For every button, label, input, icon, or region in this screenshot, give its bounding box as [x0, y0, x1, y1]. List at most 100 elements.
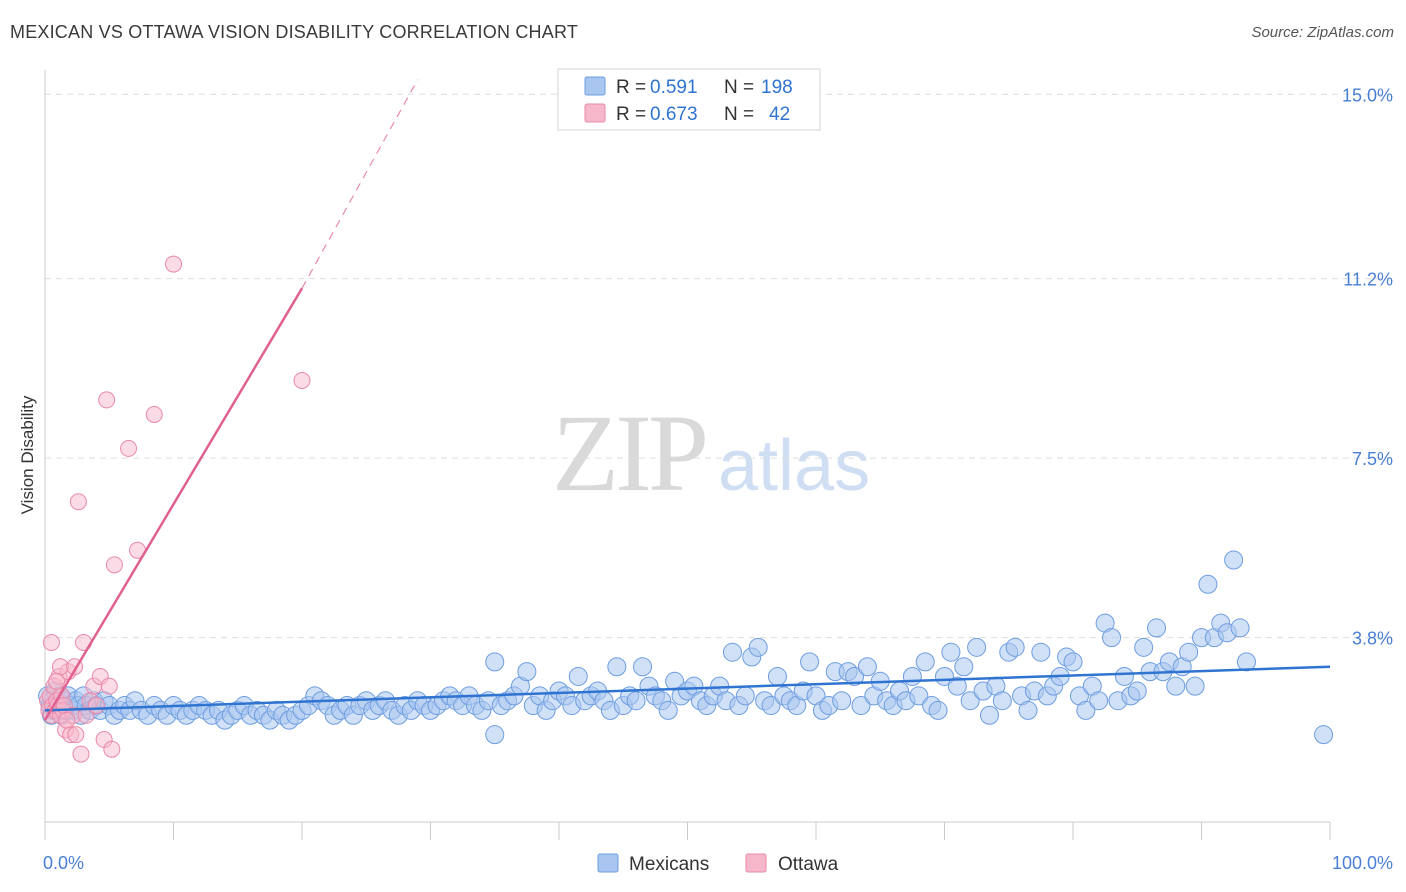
mexicans-point [568, 666, 588, 686]
ottawa-point [145, 405, 163, 423]
mexicans-point [1179, 642, 1199, 662]
mexicans-point [607, 657, 627, 677]
mexicans-point [735, 686, 755, 706]
mexicans-point [722, 642, 742, 662]
ottawa-points [39, 255, 311, 763]
legend-n-value-ottawa: 42 [769, 104, 790, 125]
legend-n-label-mexicans: N = [724, 77, 754, 98]
mexicans-point [626, 691, 646, 711]
mexicans-point [1063, 652, 1083, 672]
chart-title: MEXICAN VS OTTAWA VISION DISABILITY CORR… [10, 22, 579, 42]
ottawa-trend-extension [301, 79, 419, 289]
mexicans-point [748, 637, 768, 657]
y-tick-label: 3.8% [1352, 629, 1393, 649]
ottawa-point [103, 740, 121, 758]
mexicans-point [902, 666, 922, 686]
y-axis-title: Vision Disability [18, 395, 37, 514]
mexicans-point [992, 691, 1012, 711]
mexicans-point [1314, 725, 1334, 745]
mexicans-point [1089, 691, 1109, 711]
mexicans-point [1166, 676, 1186, 696]
mexicans-point [954, 657, 974, 677]
mexicans-point [915, 652, 935, 672]
bottom-legend-mexicans: Mexicans [629, 854, 709, 875]
mexicans-point [979, 705, 999, 725]
mexicans-point [1224, 550, 1244, 570]
bottom-legend-ottawa: Ottawa [778, 854, 839, 875]
legend-swatch-ottawa [584, 103, 606, 123]
mexicans-point [1198, 574, 1218, 594]
mexicans-point [517, 662, 537, 682]
ottawa-point [100, 677, 118, 695]
watermark-zip: ZIP [552, 392, 705, 514]
mexicans-point [941, 642, 961, 662]
mexicans-point [1134, 637, 1154, 657]
legend-r-label-ottawa: R = [616, 104, 646, 125]
mexicans-point [633, 657, 653, 677]
mexicans-trend-line [44, 665, 1331, 712]
mexicans-point [1076, 700, 1096, 720]
ottawa-point [67, 726, 85, 744]
mexicans-point [761, 696, 781, 716]
bottom-legend-swatch-mexicans [597, 853, 619, 873]
mexicans-point [1236, 652, 1256, 672]
y-tick-label: 11.2% [1343, 270, 1393, 290]
ottawa-point [42, 633, 60, 651]
mexicans-point [1127, 681, 1147, 701]
mexicans-point [967, 637, 987, 657]
mexicans-point [960, 691, 980, 711]
x-tick-label-min: 0.0% [43, 853, 84, 873]
x-axis-ticks [44, 822, 1331, 840]
watermark: ZIP atlas [552, 392, 870, 514]
mexicans-point [1230, 618, 1250, 638]
mexicans-point [1102, 628, 1122, 648]
mexicans-point [485, 725, 505, 745]
ottawa-trend-line [43, 287, 304, 721]
legend-r-value-ottawa: 0.673 [650, 104, 698, 125]
ottawa-point [58, 711, 76, 729]
ottawa-point [165, 255, 182, 273]
mexicans-point [857, 657, 877, 677]
y-tick-label: 15.0% [1342, 85, 1393, 105]
mexicans-point [832, 691, 852, 711]
mexicans-point [1031, 642, 1051, 662]
mexicans-points [38, 550, 1334, 745]
legend-r-label-mexicans: R = [616, 77, 646, 98]
legend-n-label-ottawa: N = [724, 104, 754, 125]
mexicans-point [1005, 637, 1025, 657]
ottawa-point [87, 697, 105, 715]
mexicans-point [800, 652, 820, 672]
ottawa-point [51, 658, 69, 676]
ottawa-point [69, 493, 87, 511]
ottawa-point [120, 439, 138, 457]
mexicans-point [928, 700, 948, 720]
ottawa-point [105, 556, 123, 574]
mexicans-point [1185, 676, 1205, 696]
watermark-atlas: atlas [718, 426, 870, 506]
ottawa-point [293, 372, 311, 390]
y-tick-label: 7.5% [1352, 449, 1393, 469]
mexicans-point [845, 666, 865, 686]
legend-n-value-mexicans: 198 [761, 77, 793, 98]
gridlines [45, 93, 1392, 639]
mexicans-point [851, 696, 871, 716]
mexicans-point [767, 666, 787, 686]
y-tick-labels: 3.8% 7.5% 11.2% 15.0% [1342, 85, 1393, 648]
legend-r-value-mexicans: 0.591 [650, 77, 698, 98]
mexicans-point [485, 652, 505, 672]
x-tick-label-max: 100.0% [1332, 853, 1393, 873]
mexicans-point [947, 676, 967, 696]
mexicans-point [1018, 700, 1038, 720]
mexicans-point [909, 686, 929, 706]
legend-swatch-mexicans [584, 76, 606, 96]
chart-source: Source: ZipAtlas.com [1251, 24, 1394, 41]
mexicans-point [1147, 618, 1167, 638]
bottom-legend-swatch-ottawa [745, 853, 767, 873]
correlation-legend: R = 0.591 N = 198 R = 0.673 N = 42 [557, 68, 821, 131]
mexicans-point [1114, 666, 1134, 686]
ottawa-point [48, 672, 66, 690]
series-legend: Mexicans Ottawa [597, 853, 839, 875]
mexicans-point [658, 700, 678, 720]
ottawa-point [72, 745, 90, 763]
